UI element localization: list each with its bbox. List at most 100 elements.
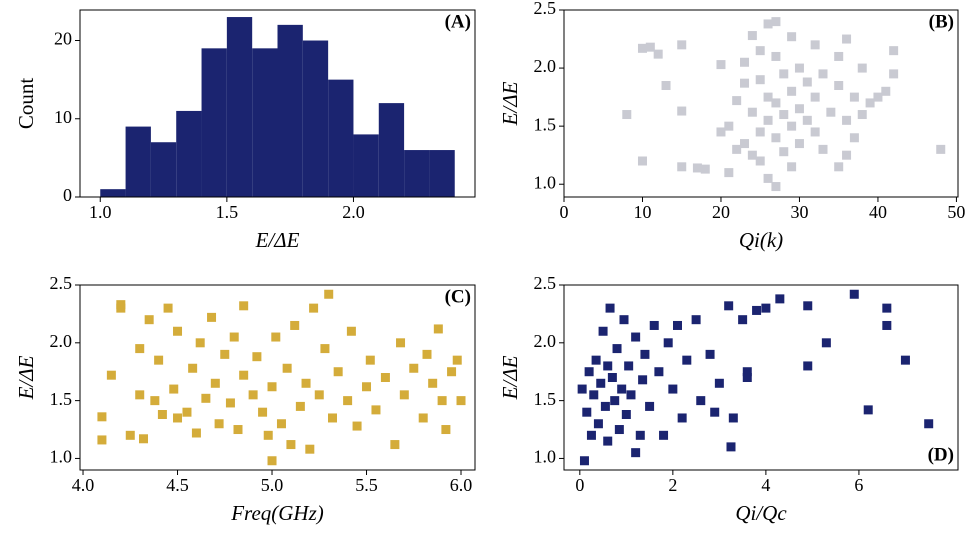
point [220,349,230,359]
point [803,361,813,371]
point [714,378,724,388]
point [399,390,409,400]
point [233,425,243,435]
panel-label: (D) [928,444,954,465]
point [842,34,852,44]
point [649,320,659,330]
point [324,289,334,299]
point [314,390,324,400]
point [631,448,641,458]
point [229,332,239,342]
x-tick-label: 6 [854,475,863,495]
point [849,133,859,143]
point [605,303,615,313]
point [295,401,305,411]
x-tick-label: 2 [668,475,677,495]
x-tick-label: 0 [575,475,584,495]
point [810,92,820,102]
point [214,419,224,429]
point [696,396,706,406]
x-axis-label: Qi(k) [739,228,783,252]
point [396,338,406,348]
point [365,355,375,365]
point [787,32,797,42]
point [755,46,765,56]
point [362,382,372,392]
point [865,98,875,108]
panel-label: (C) [445,286,471,307]
point [327,413,337,423]
point [150,396,160,406]
y-tick-label: 2.5 [534,0,557,18]
point [447,367,457,377]
point [607,373,617,382]
point [787,162,797,172]
point [422,349,432,359]
point [653,49,663,59]
point [682,355,692,365]
point [755,156,765,166]
point [380,373,390,382]
point [139,434,149,444]
point [97,412,107,422]
point [154,355,164,365]
point [732,144,742,154]
point [787,86,797,96]
point [305,444,315,454]
point [692,163,702,173]
point [810,127,820,137]
x-tick-label: 4.5 [166,475,189,495]
point [163,303,173,313]
point [191,428,201,438]
point [258,407,268,417]
point [239,370,249,380]
point [645,42,655,52]
point [771,51,781,61]
point [881,86,891,96]
point [794,139,804,149]
point [705,349,715,359]
point [157,410,167,419]
point [889,69,899,79]
point [677,413,687,423]
point [716,127,726,137]
x-tick-label: 20 [712,202,730,222]
point [135,344,145,354]
point [763,19,773,29]
point [663,338,673,348]
point [826,107,836,117]
point [834,80,844,90]
point [598,326,608,336]
point [617,384,627,394]
point [724,121,734,131]
x-tick-label: 4.0 [72,475,95,495]
point [849,289,859,299]
point [106,370,116,380]
panel: 4.0 4.5 5.0 5.5 6.0 1.0 1.5 2.0 2.5 Freq(GHz) E/ΔE… [14,273,476,525]
y-tick-label: 2.0 [534,331,557,351]
point [889,46,899,56]
panel-label: (A) [445,11,471,32]
point [763,115,773,125]
point [584,367,594,377]
y-tick-label: 2.0 [534,56,557,76]
x-tick-label: 40 [869,202,887,222]
point [661,80,671,90]
point [333,367,343,377]
point [624,361,634,371]
point [626,390,636,400]
y-tick-label: 2.0 [50,331,73,351]
point [779,110,789,120]
point [668,384,678,394]
point [771,98,781,108]
point [771,17,781,27]
point [586,430,596,440]
y-tick-label: 0 [63,185,72,205]
x-tick-label: 4 [761,475,770,495]
y-tick-label: 1.0 [50,447,73,467]
point [173,326,183,336]
point [239,301,249,311]
x-tick-label: 5.5 [355,475,378,495]
bar [378,103,405,197]
point [755,127,765,137]
